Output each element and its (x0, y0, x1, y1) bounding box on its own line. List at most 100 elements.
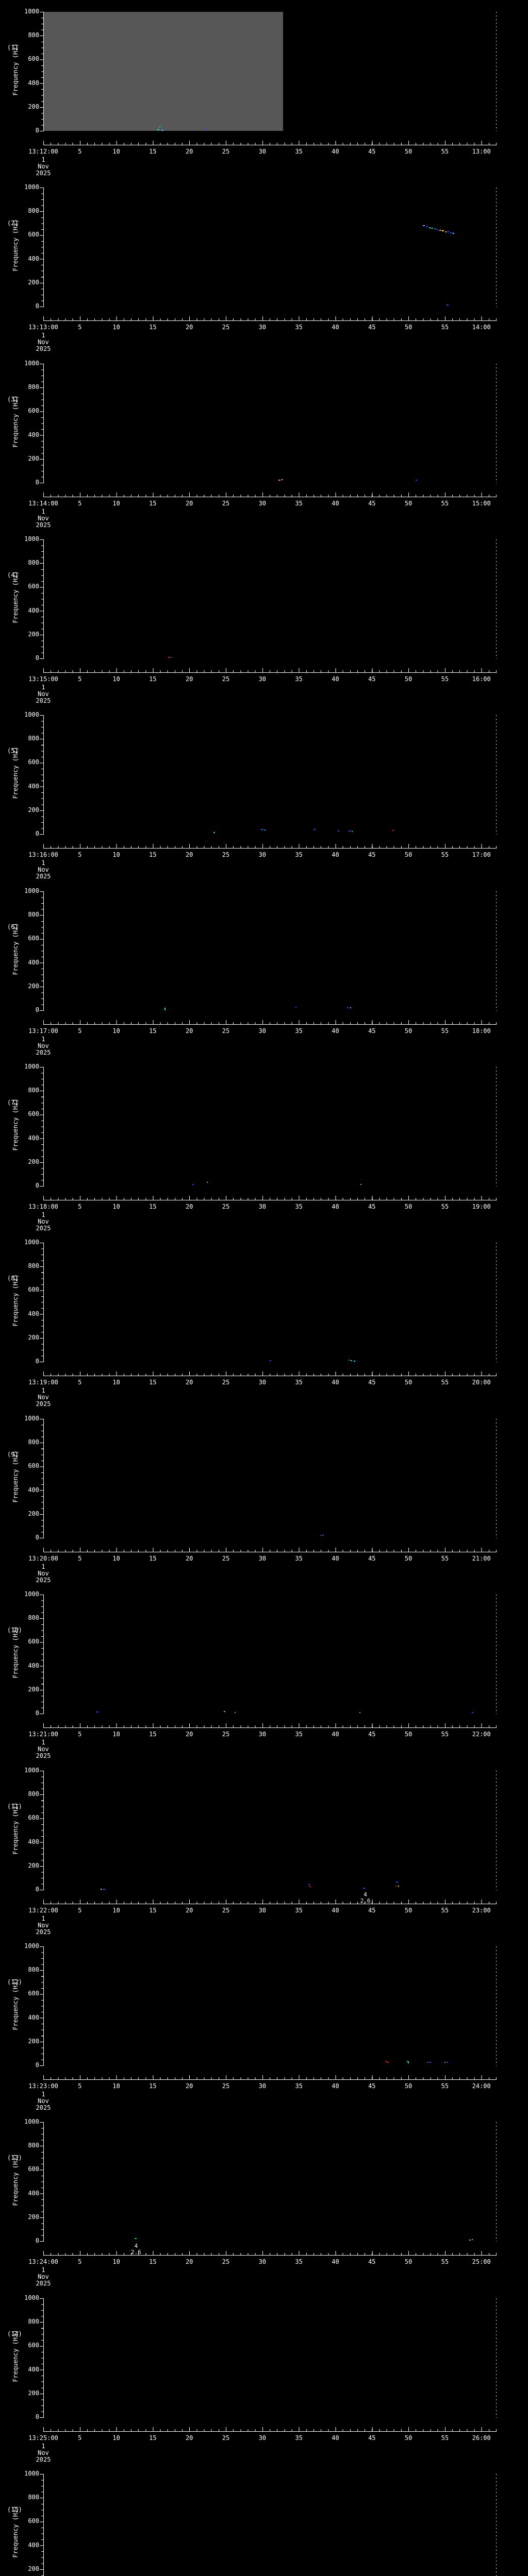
x-tick-label: 55 (441, 1203, 449, 1210)
x-axis-end-time-label: 15:00 (472, 500, 491, 507)
x-tick-label: 30 (258, 1907, 267, 1914)
spectral-event-speck (453, 232, 455, 234)
x-axis-start-time-label: 13:24:00 (28, 2258, 58, 2265)
x-axis-line (43, 2431, 497, 2432)
y-tick-label: 600 (28, 407, 39, 415)
x-tick-label: 50 (404, 1731, 412, 1738)
x-tick-label: 30 (258, 2434, 267, 2442)
y-tick-label: 600 (28, 758, 39, 766)
x-tick-label: 45 (368, 851, 376, 858)
y-axis-spine (43, 1419, 44, 1538)
x-tick-label: 50 (404, 1379, 412, 1386)
date-line: Nov (38, 1042, 49, 1049)
x-tick-label: 50 (404, 2434, 412, 2442)
x-axis-start-time-label: 13:12:00 (28, 148, 58, 155)
y-axis-right-spine-dashed (496, 539, 497, 659)
y-axis-spine (43, 12, 44, 131)
x-axis-major-ticks (43, 1196, 497, 1200)
date-line: Nov (38, 338, 49, 346)
y-axis-right-spine-dashed (496, 1946, 497, 2066)
date-line: Nov (38, 2273, 49, 2280)
y-axis-minor-ticks (41, 1595, 43, 1714)
y-tick-label: 400 (28, 2541, 39, 2549)
date-line: 1 (41, 332, 45, 339)
x-tick-label: 25 (222, 1027, 230, 1035)
x-axis-end-time-label: 18:00 (472, 1027, 491, 1035)
date-line: 2025 (36, 1928, 51, 1936)
x-tick-label: 15 (149, 851, 157, 858)
date-line: Nov (38, 2449, 49, 2456)
x-axis-line (43, 2255, 497, 2256)
spectral-event-speck (337, 831, 339, 832)
y-tick-label: 600 (28, 1990, 39, 1997)
x-tick-label: 40 (332, 2082, 339, 2090)
y-tick-label: 1000 (24, 711, 39, 718)
spectral-event-speck (426, 226, 428, 227)
x-axis-line (43, 2079, 497, 2080)
y-tick-label: 800 (28, 2494, 39, 2501)
x-tick-label: 15 (149, 1555, 157, 1562)
spectral-event-speck (350, 1007, 351, 1009)
x-tick-label: 25 (222, 675, 230, 683)
x-tick-label: 45 (368, 324, 376, 331)
x-tick-label: 25 (222, 2082, 230, 2090)
y-tick-label: 1000 (24, 2118, 39, 2125)
y-tick-label: 400 (28, 1310, 39, 1317)
spectral-event-speck (204, 128, 206, 130)
y-axis-minor-ticks (41, 188, 43, 307)
x-tick-label: 40 (332, 1203, 339, 1210)
date-line: Nov (38, 1394, 49, 1401)
x-tick-label: 20 (185, 2258, 193, 2265)
spectral-event-speck (426, 2061, 428, 2063)
spectral-event-speck (135, 2238, 137, 2240)
panel-index-label: (11) (7, 1803, 22, 1810)
spectral-event-speck (447, 231, 450, 233)
y-axis-right-spine-dashed (496, 2122, 497, 2242)
date-line: 1 (41, 508, 45, 515)
x-tick-label: 30 (258, 1731, 267, 1738)
y-tick-label: 200 (28, 278, 39, 286)
y-axis-right-spine-dashed (496, 1067, 497, 1187)
date-line: Nov (38, 1745, 49, 1753)
x-tick-label: 20 (185, 675, 193, 683)
x-tick-label: 55 (441, 2082, 449, 2090)
date-line: 1 (41, 2443, 45, 2450)
y-tick-label: 800 (28, 1614, 39, 1622)
x-axis-line (43, 320, 497, 321)
y-tick-label: 600 (28, 1814, 39, 1822)
x-axis-end-time-label: 13:00 (472, 148, 491, 155)
x-tick-label: 30 (258, 2082, 267, 2090)
spectrogram-panel: (15)Frequency (Hz)0200400600800100013:26… (0, 2462, 528, 2576)
x-axis-end-time-label: 20:00 (472, 1379, 491, 1386)
spectral-event-speck (270, 1360, 271, 1361)
y-tick-label: 400 (28, 431, 39, 438)
x-tick-label: 35 (295, 675, 303, 683)
y-tick-label: 400 (28, 1486, 39, 1494)
x-tick-label: 55 (441, 1379, 449, 1386)
x-tick-label: 15 (149, 1379, 157, 1386)
x-tick-label: 30 (258, 851, 267, 858)
x-tick-label: 10 (112, 851, 120, 858)
x-tick-label: 30 (258, 1027, 267, 1035)
y-tick-label: 800 (28, 31, 39, 39)
x-tick-label: 35 (295, 148, 303, 155)
x-tick-label: 15 (149, 2258, 157, 2265)
spectral-event-speck (423, 225, 425, 227)
x-axis-end-time-label: 16:00 (472, 675, 491, 683)
x-axis-start-time-label: 13:14:00 (28, 500, 58, 507)
x-tick-label: 45 (368, 500, 376, 507)
y-tick-label: 400 (28, 79, 39, 87)
x-axis-date-stack: 1 Nov 2025 (36, 157, 51, 177)
y-tick-label: 400 (28, 2189, 39, 2197)
date-line: 2025 (36, 1049, 51, 1056)
spectrogram-panel: (2) Frequency (Hz) 0 200 400 600 800 1000 13:13:… (0, 176, 528, 352)
x-tick-label: 20 (185, 324, 193, 331)
x-tick-label: 10 (112, 675, 120, 683)
y-axis-minor-ticks (41, 1771, 43, 1890)
date-line: 1 (41, 684, 45, 691)
y-tick-label: 600 (28, 55, 39, 63)
date-line: Nov (38, 1570, 49, 1577)
spectral-event-speck (347, 1007, 349, 1009)
y-tick-label: 800 (28, 383, 39, 391)
date-line: 2025 (36, 2456, 51, 2463)
